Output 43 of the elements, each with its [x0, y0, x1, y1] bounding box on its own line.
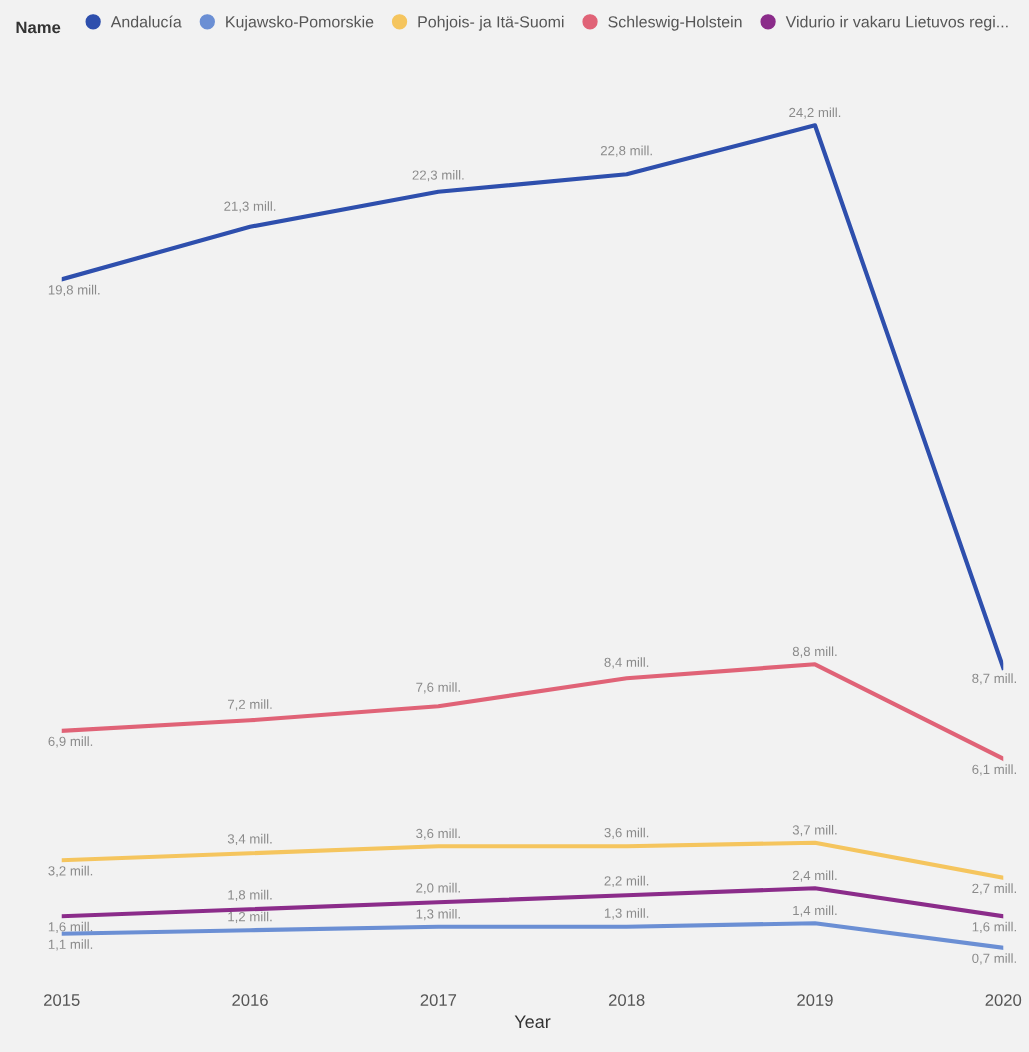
data-label: 2,4 mill.	[792, 870, 837, 882]
data-label: 2,7 mill.	[972, 883, 1016, 895]
data-label: 6,9 mill.	[48, 736, 93, 748]
data-label: 1,2 mill.	[228, 911, 272, 923]
data-label: 1,4 mill.	[793, 905, 837, 917]
data-label: 2,0 mill.	[416, 882, 460, 895]
data-label: 1,6 mill.	[972, 921, 1016, 934]
x-tick-label: 2019	[797, 994, 833, 1006]
data-label: 24,2 mill.	[789, 107, 841, 119]
data-label: 22,8 mill.	[600, 145, 652, 157]
data-label: 2,2 mill.	[604, 875, 649, 888]
data-label: 1,6 mill.	[48, 921, 93, 934]
data-label: 3,2 mill.	[48, 865, 93, 878]
data-label: 1,3 mill.	[604, 908, 649, 920]
data-label: 22,3 mill.	[412, 170, 464, 182]
data-label: 19,8 mill.	[48, 284, 100, 297]
x-tick-label: 2016	[232, 994, 268, 1006]
legend-label: Vidurio ir vakaru Lietuvos regi...	[785, 15, 1008, 31]
legend-label: Schleswig-Holstein	[608, 15, 742, 31]
data-label: 8,4 mill.	[604, 657, 649, 669]
data-label: 3,7 mill.	[792, 824, 837, 837]
data-label: 7,2 mill.	[227, 699, 272, 711]
data-label: 3,4 mill.	[227, 833, 272, 846]
legend-title: Name	[16, 21, 61, 34]
x-tick-label: 2017	[420, 994, 457, 1006]
data-label: 7,6 mill.	[416, 682, 460, 694]
data-label: 6,1 mill.	[972, 764, 1016, 776]
data-label: 3,6 mill.	[604, 827, 649, 839]
data-label: 1,1 mill.	[48, 939, 93, 951]
x-tick-label: 2015	[44, 994, 80, 1006]
legend-label: Kujawsko-Pomorskie	[226, 15, 374, 31]
data-label: 3,6 mill.	[416, 828, 460, 840]
data-label: 21,3 mill.	[224, 201, 276, 213]
x-tick-label: 2020	[985, 994, 1022, 1006]
data-label: 0,7 mill.	[972, 953, 1016, 965]
x-axis-title: Year	[514, 1015, 551, 1029]
legend-label: Pohjois- ja Itä-Suomi	[418, 15, 564, 31]
data-label: 8,7 mill.	[972, 673, 1016, 685]
data-label: 8,8 mill.	[792, 646, 837, 658]
legend-label: Andalucía	[110, 15, 182, 28]
x-tick-label: 2018	[608, 994, 645, 1006]
data-label: 1,8 mill.	[228, 889, 272, 902]
data-label: 1,3 mill.	[416, 908, 460, 921]
